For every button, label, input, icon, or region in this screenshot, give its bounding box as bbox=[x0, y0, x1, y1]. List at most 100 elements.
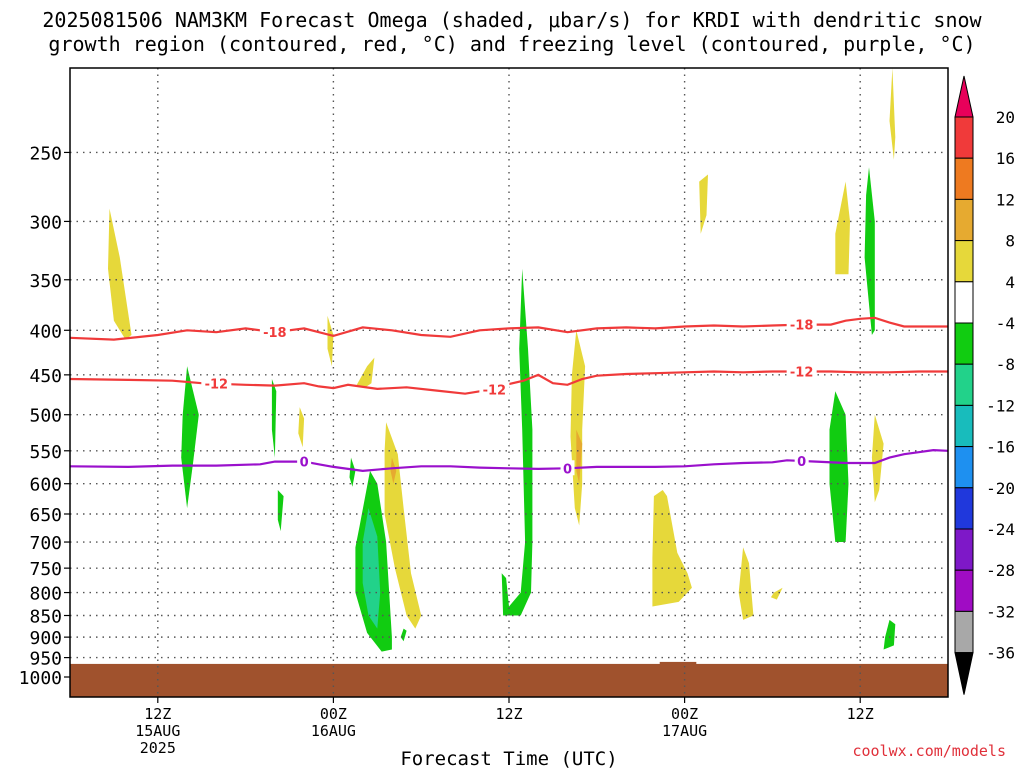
title-line-1: 2025081506 NAM3KM Forecast Omega (shaded… bbox=[42, 8, 982, 32]
omega-region-4 bbox=[738, 547, 754, 620]
omega-region-4 bbox=[356, 357, 375, 389]
contour-label-bg bbox=[259, 324, 290, 340]
omega-region-4 bbox=[298, 407, 305, 448]
colorbar-swatch bbox=[954, 240, 974, 283]
colorbar-label: 20 bbox=[996, 108, 1015, 127]
contour-label--12: -12 bbox=[483, 384, 507, 399]
contour-label-bg bbox=[794, 452, 809, 468]
x-axis-label: Forecast Time (UTC) bbox=[400, 748, 617, 768]
x-tick-label: 00Z bbox=[320, 705, 347, 723]
colorbar-label: 16 bbox=[996, 149, 1015, 168]
y-tick-label: 850 bbox=[29, 607, 62, 628]
omega-region--4 bbox=[501, 268, 533, 616]
colorbar-swatch bbox=[954, 528, 974, 571]
contour-line--12 bbox=[70, 370, 948, 395]
omega-region-4 bbox=[108, 208, 132, 340]
colorbar-swatch bbox=[954, 487, 974, 530]
y-tick-label: 500 bbox=[29, 406, 62, 427]
omega-region--4 bbox=[883, 619, 896, 650]
contour-label-bg bbox=[479, 381, 510, 397]
colorbar-swatch bbox=[954, 322, 974, 365]
contour-line--18 bbox=[70, 316, 948, 341]
colorbar-label: -4 bbox=[996, 314, 1015, 333]
omega-region-8 bbox=[576, 429, 583, 484]
colorbar-swatch bbox=[954, 116, 974, 159]
omega-region-4 bbox=[327, 315, 334, 367]
x-tick-label: 16AUG bbox=[311, 722, 356, 740]
omega-region--4 bbox=[181, 366, 199, 509]
colorbar: 20 16 12 8 4 -4 -8 -12 -16 -20 -24 -28 -32 -36 bbox=[954, 75, 1015, 695]
omega-region--8 bbox=[362, 508, 381, 629]
y-tick-label: 700 bbox=[29, 533, 62, 554]
colorbar-swatch bbox=[954, 198, 974, 242]
title-line-2: growth region (contoured, red, °C) and f… bbox=[48, 32, 976, 56]
omega-region-4 bbox=[835, 181, 850, 275]
omega-region--4 bbox=[829, 391, 849, 542]
colorbar-swatch bbox=[954, 569, 974, 612]
y-tick-label: 900 bbox=[29, 628, 62, 649]
contour-label-0: 0 bbox=[797, 455, 806, 470]
x-tick-label: 12Z bbox=[495, 705, 522, 723]
omega-region--4 bbox=[277, 490, 284, 532]
colorbar-label: -36 bbox=[986, 644, 1015, 663]
omega-region--4 bbox=[349, 457, 356, 487]
contour-label-0: 0 bbox=[300, 456, 309, 471]
y-tick-label: 250 bbox=[29, 143, 62, 164]
x-tick-label: 00Z bbox=[671, 705, 698, 723]
y-tick-label: 1000 bbox=[19, 668, 62, 689]
x-tick-label: 17AUG bbox=[662, 722, 707, 740]
colorbar-label: 8 bbox=[1005, 232, 1015, 251]
colorbar-label: -28 bbox=[986, 561, 1015, 580]
contour-label--12: -12 bbox=[205, 378, 229, 393]
colorbar-swatch bbox=[954, 281, 974, 324]
y-tick-label: 300 bbox=[29, 212, 62, 233]
colorbar-label: 4 bbox=[1005, 273, 1015, 292]
contour-label-bg bbox=[201, 375, 232, 391]
y-tick-label: 350 bbox=[29, 271, 62, 292]
colorbar-swatch bbox=[954, 610, 974, 654]
credit-text: coolwx.com/models bbox=[852, 742, 1006, 760]
contour-label-bg bbox=[297, 453, 312, 469]
colorbar-label: -20 bbox=[986, 479, 1015, 498]
contour-label-bg bbox=[786, 363, 817, 379]
y-tick-label: 450 bbox=[29, 366, 62, 387]
contour-label-0: 0 bbox=[563, 462, 572, 477]
x-tick-label: 15AUG bbox=[135, 722, 180, 740]
colorbar-swatch bbox=[954, 363, 974, 406]
contour-label--12: -12 bbox=[790, 365, 814, 380]
y-tick-label: 400 bbox=[29, 321, 62, 342]
omega-region-4 bbox=[699, 174, 708, 234]
contour-label--18: -18 bbox=[790, 319, 814, 334]
colorbar-label: -32 bbox=[986, 602, 1015, 621]
x-tick-label: 2025 bbox=[140, 739, 176, 757]
contour-label-bg bbox=[560, 460, 575, 476]
omega-region--4 bbox=[864, 167, 875, 335]
y-tick-label: 800 bbox=[29, 584, 62, 605]
contour-label-bg bbox=[786, 316, 817, 332]
omega-region-8 bbox=[390, 457, 397, 484]
colorbar-swatch bbox=[954, 446, 974, 489]
colorbar-label: -8 bbox=[996, 355, 1015, 374]
omega-shading bbox=[108, 68, 896, 652]
y-tick-label: 600 bbox=[29, 475, 62, 496]
x-tick-label: 12Z bbox=[144, 705, 171, 723]
omega-region-4 bbox=[770, 587, 783, 600]
colorbar-label: -24 bbox=[986, 520, 1015, 539]
grid-lines bbox=[70, 68, 948, 697]
omega-region--4 bbox=[271, 379, 277, 458]
colorbar-swatch bbox=[954, 404, 974, 448]
omega-region-4 bbox=[889, 68, 896, 160]
terrain-bump bbox=[659, 661, 697, 665]
colorbar-bottom-arrow bbox=[954, 652, 974, 695]
y-tick-label: 950 bbox=[29, 649, 62, 670]
y-tick-label: 650 bbox=[29, 505, 62, 526]
omega-region-4 bbox=[384, 422, 422, 629]
colorbar-label: -16 bbox=[986, 438, 1015, 457]
omega-region-4 bbox=[570, 330, 586, 526]
colorbar-top-arrow bbox=[954, 75, 974, 118]
y-tick-label: 750 bbox=[29, 559, 62, 580]
colorbar-label: 12 bbox=[996, 190, 1015, 209]
x-tick-label: 12Z bbox=[847, 705, 874, 723]
colorbar-label: -12 bbox=[986, 396, 1015, 415]
